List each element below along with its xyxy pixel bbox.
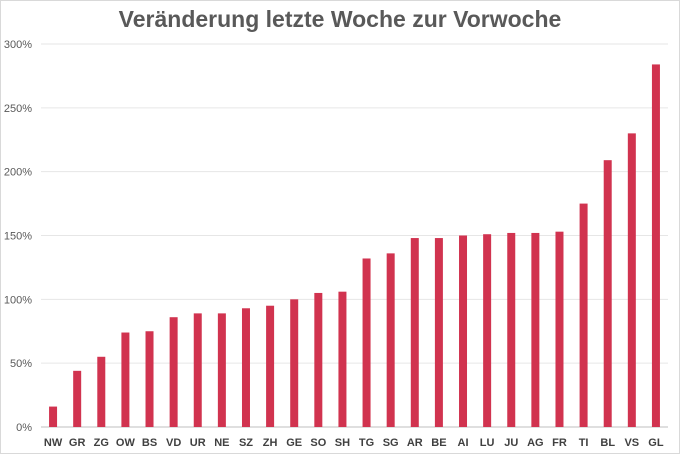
x-tick-label: AI (458, 437, 469, 449)
bar (314, 292, 323, 427)
y-tick-label: 200% (4, 167, 32, 179)
bar (97, 356, 106, 427)
y-tick-label: 0% (16, 422, 32, 434)
x-tick-label: BS (142, 437, 157, 449)
x-tick-label: AG (527, 437, 544, 449)
x-tick-label: LU (480, 437, 495, 449)
bar (217, 313, 226, 427)
x-tick-label: OW (116, 437, 136, 449)
y-tick-label: 50% (10, 358, 32, 370)
y-tick-label: 100% (4, 294, 32, 306)
bar (121, 332, 130, 427)
x-tick-label: SZ (239, 437, 253, 449)
x-tick-label: SH (335, 437, 350, 449)
x-tick-label: ZG (94, 437, 109, 449)
bar (73, 370, 82, 427)
x-tick-label: VS (624, 437, 639, 449)
bar (627, 133, 636, 427)
bar (290, 299, 299, 427)
x-tick-label: TG (359, 437, 374, 449)
bar (651, 64, 660, 427)
x-tick-label: BE (431, 437, 446, 449)
x-tick-label: SO (310, 437, 326, 449)
bar (145, 331, 154, 427)
y-tick-label: 150% (4, 231, 32, 243)
y-tick-label: 250% (4, 103, 32, 115)
bar (555, 231, 564, 427)
y-tick-label: 300% (4, 39, 32, 51)
x-tick-label: JU (504, 437, 518, 449)
x-tick-label: NW (44, 437, 63, 449)
chart-title: Veränderung letzte Woche zur Vorwoche (118, 6, 562, 32)
x-tick-label: AR (407, 437, 423, 449)
x-tick-label: GR (69, 437, 86, 449)
bar (386, 253, 395, 427)
x-tick-label: GL (648, 437, 664, 449)
bar (483, 234, 492, 427)
bar (49, 406, 58, 427)
bar (193, 313, 202, 427)
x-tick-label: GE (286, 437, 302, 449)
bar (169, 317, 178, 427)
bar (362, 258, 371, 427)
x-tick-label: UR (190, 437, 206, 449)
bar (266, 305, 275, 427)
bar (434, 238, 443, 427)
bar (459, 235, 468, 427)
x-tick-label: TI (579, 437, 589, 449)
x-tick-label: FR (552, 437, 567, 449)
x-tick-label: ZH (263, 437, 278, 449)
x-tick-label: NE (214, 437, 229, 449)
x-tick-label: BL (600, 437, 615, 449)
bar (507, 232, 516, 427)
x-tick-label: SG (383, 437, 399, 449)
bar (603, 160, 612, 427)
x-tick-label: VD (166, 437, 181, 449)
bar (241, 308, 250, 427)
bar (338, 291, 347, 427)
bar (531, 232, 540, 427)
bar (579, 203, 588, 427)
bar (410, 238, 419, 427)
